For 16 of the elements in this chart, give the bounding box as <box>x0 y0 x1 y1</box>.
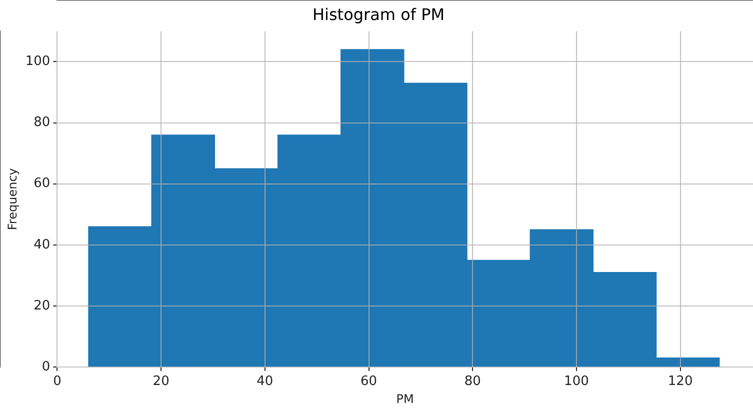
x-tick-label: 100 <box>564 374 589 390</box>
y-tick-label: 40 <box>34 237 50 252</box>
x-tick-label: 0 <box>53 374 62 390</box>
x-tick-label: 120 <box>668 374 693 390</box>
x-tick-label: 20 <box>152 374 170 390</box>
chart-title: Histogram of PM <box>312 4 445 24</box>
x-axis-title: PM <box>396 392 414 406</box>
y-tick-label: 100 <box>25 54 50 70</box>
y-tick-label: 0 <box>42 359 50 374</box>
y-axis-title: Frequency <box>5 168 20 230</box>
x-tick-label: 40 <box>256 374 274 390</box>
y-tick-label: 80 <box>34 115 50 130</box>
y-tick-label: 60 <box>34 176 50 192</box>
y-tick-label: 20 <box>34 298 50 314</box>
x-tick-label: 80 <box>464 374 481 390</box>
x-tick-label: 60 <box>360 374 378 390</box>
